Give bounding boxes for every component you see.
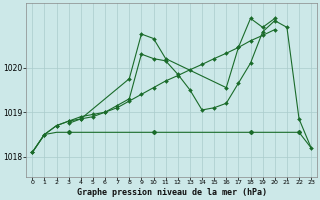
- X-axis label: Graphe pression niveau de la mer (hPa): Graphe pression niveau de la mer (hPa): [77, 188, 267, 197]
